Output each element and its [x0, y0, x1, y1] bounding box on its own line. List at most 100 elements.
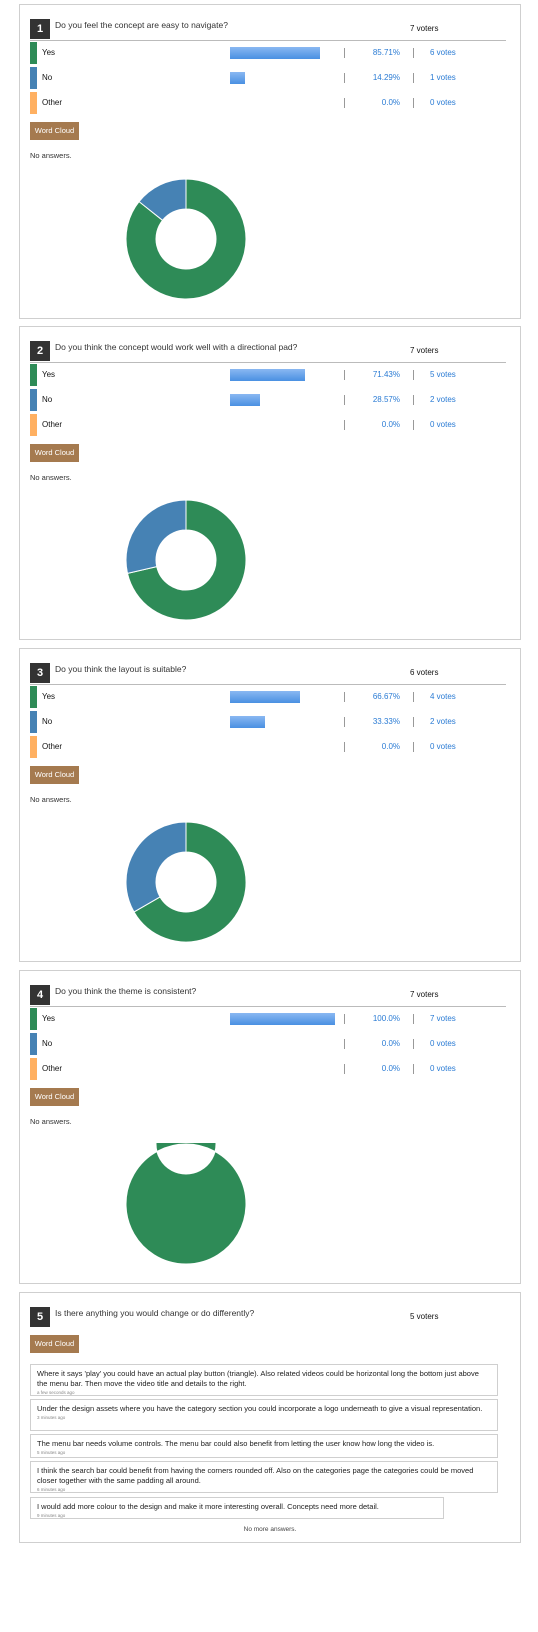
voters-count: 7 voters — [410, 346, 439, 355]
no-answers-text: No answers. — [30, 795, 72, 804]
voters-count: 5 voters — [410, 1312, 439, 1321]
question-number: 1 — [30, 19, 50, 39]
option-color-swatch — [30, 364, 37, 386]
word-cloud-button[interactable]: Word Cloud — [30, 122, 79, 140]
option-label: Other — [42, 742, 63, 751]
option-percent: 0.0% — [381, 742, 400, 751]
question-card-5: 5 Is there anything you would change or … — [19, 1292, 521, 1543]
answer-item: Where it says 'play' you could have an a… — [30, 1364, 498, 1396]
answer-item: The menu bar needs volume controls. The … — [30, 1434, 498, 1458]
option-color-swatch — [30, 736, 37, 758]
question-header: 4 Do you think the theme is consistent? … — [30, 985, 506, 1007]
word-cloud-button[interactable]: Word Cloud — [30, 1088, 79, 1106]
option-percent: 0.0% — [381, 1064, 400, 1073]
option-percent: 66.67% — [372, 692, 400, 701]
option-bar — [230, 47, 320, 59]
option-color-swatch — [30, 67, 37, 89]
option-votes: 2 votes — [430, 717, 456, 726]
option-label: Yes — [42, 692, 56, 701]
divider — [344, 1039, 345, 1049]
donut-chart — [125, 499, 247, 621]
header-divider — [30, 1006, 506, 1007]
donut-slice-yes — [133, 821, 247, 943]
question-number: 4 — [30, 985, 50, 1005]
option-color-swatch — [30, 711, 37, 733]
donut-slice-no — [138, 178, 187, 222]
voters-count: 7 voters — [410, 990, 439, 999]
answer-time: 9 minutes ago — [37, 1513, 66, 1518]
option-votes: 1 votes — [430, 73, 456, 82]
question-number: 3 — [30, 663, 50, 683]
option-bar-track — [230, 1013, 335, 1025]
answer-text: Where it says 'play' you could have an a… — [37, 1369, 479, 1388]
option-percent: 71.43% — [372, 370, 400, 379]
answer-item: Under the design assets where you have t… — [30, 1399, 498, 1431]
word-cloud-button[interactable]: Word Cloud — [30, 766, 79, 784]
option-bar-track — [230, 97, 335, 109]
option-votes: 4 votes — [430, 692, 456, 701]
option-color-swatch — [30, 42, 37, 64]
option-row-yes: Yes 66.67% 4 votes — [30, 686, 506, 708]
answer-item: I think the search bar could benefit fro… — [30, 1461, 498, 1493]
option-bar — [230, 72, 245, 84]
divider — [344, 1014, 345, 1024]
option-label: Other — [42, 1064, 63, 1073]
divider — [413, 1039, 414, 1049]
divider — [413, 98, 414, 108]
option-bar-track — [230, 47, 335, 59]
divider — [413, 1064, 414, 1074]
option-bar — [230, 691, 300, 703]
option-votes: 0 votes — [430, 420, 456, 429]
option-votes: 0 votes — [430, 98, 456, 107]
option-row-other: Other 0.0% 0 votes — [30, 414, 506, 436]
divider — [344, 370, 345, 380]
option-percent: 0.0% — [381, 420, 400, 429]
question-number: 2 — [30, 341, 50, 361]
question-header: 1 Do you feel the concept are easy to na… — [30, 19, 506, 41]
option-votes: 5 votes — [430, 370, 456, 379]
word-cloud-button[interactable]: Word Cloud — [30, 1335, 79, 1353]
option-votes: 7 votes — [430, 1014, 456, 1023]
option-percent: 33.33% — [372, 717, 400, 726]
donut-slice-yes — [125, 178, 247, 300]
option-bar — [230, 394, 260, 406]
word-cloud-button[interactable]: Word Cloud — [30, 444, 79, 462]
divider — [344, 73, 345, 83]
divider — [344, 395, 345, 405]
divider — [413, 717, 414, 727]
donut-slice-no — [125, 821, 187, 913]
option-label: Other — [42, 98, 63, 107]
option-row-yes: Yes 71.43% 5 votes — [30, 364, 506, 386]
option-color-swatch — [30, 389, 37, 411]
option-bar-track — [230, 1038, 335, 1050]
option-row-no: No 33.33% 2 votes — [30, 711, 506, 733]
option-color-swatch — [30, 1058, 37, 1080]
option-votes: 0 votes — [430, 1064, 456, 1073]
option-bar — [230, 369, 305, 381]
divider — [344, 692, 345, 702]
donut-chart — [125, 821, 247, 943]
divider — [344, 98, 345, 108]
divider — [413, 48, 414, 58]
option-label: Yes — [42, 48, 56, 57]
question-title: Do you feel the concept are easy to navi… — [55, 20, 228, 30]
divider — [344, 1064, 345, 1074]
option-row-yes: Yes 85.71% 6 votes — [30, 42, 506, 64]
option-color-swatch — [30, 1033, 37, 1055]
question-title: Is there anything you would change or do… — [55, 1308, 255, 1318]
option-percent: 0.0% — [381, 98, 400, 107]
option-row-other: Other 0.0% 0 votes — [30, 1058, 506, 1080]
answer-item: I would add more colour to the design an… — [30, 1497, 444, 1519]
divider — [344, 717, 345, 727]
question-number: 5 — [30, 1307, 50, 1327]
divider — [413, 395, 414, 405]
divider — [344, 48, 345, 58]
option-label: No — [42, 395, 53, 404]
question-card-3: 3 Do you think the layout is suitable? 6… — [19, 648, 521, 962]
option-bar-track — [230, 72, 335, 84]
answer-text: I would add more colour to the design an… — [37, 1502, 379, 1511]
question-header: 2 Do you think the concept would work we… — [30, 341, 506, 363]
no-answers-text: No answers. — [30, 473, 72, 482]
option-color-swatch — [30, 92, 37, 114]
question-header: 3 Do you think the layout is suitable? 6… — [30, 663, 506, 685]
